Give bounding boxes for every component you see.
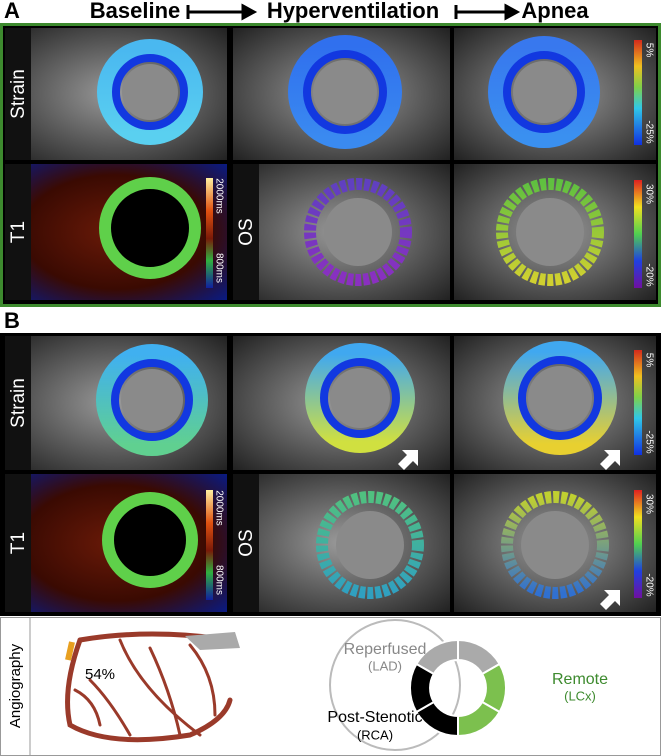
myocardium <box>288 35 402 149</box>
label-strip <box>233 164 259 300</box>
blood-pool <box>121 369 183 431</box>
inner-ring <box>503 51 585 133</box>
images <box>5 28 656 612</box>
blood-pool <box>336 511 404 579</box>
column-title: Baseline <box>90 0 181 23</box>
inner-ring <box>320 358 400 438</box>
region-artery: (LCx) <box>564 688 596 703</box>
myocardium <box>501 491 609 599</box>
column-title: Apnea <box>521 0 589 23</box>
inner-ring <box>303 50 387 134</box>
label-strip <box>5 336 31 470</box>
myocardium <box>496 178 604 286</box>
myocardium <box>488 36 600 148</box>
colorbar <box>634 40 642 145</box>
myocardium <box>304 178 412 286</box>
blood-pool <box>528 366 592 430</box>
myocardium <box>316 491 424 599</box>
column-title: Hyperventilation <box>267 0 439 23</box>
bullseye <box>409 638 507 738</box>
colorbar-min: -20% <box>643 573 654 596</box>
label-strip <box>5 28 31 160</box>
blood-pool <box>516 198 584 266</box>
arrow <box>186 3 258 21</box>
colorbar <box>206 178 213 288</box>
blood-pool <box>330 368 390 428</box>
colorbar <box>634 490 642 598</box>
colorbar-min: -25% <box>643 430 654 453</box>
colorbar-max: 2000ms <box>213 178 224 214</box>
panel-label: B <box>4 308 20 333</box>
colorbar-max: 2000ms <box>213 490 224 526</box>
inner-ring <box>111 359 193 441</box>
colorbar-max: 30% <box>643 184 654 204</box>
inner-ring <box>112 54 188 130</box>
row-label: OS <box>236 218 257 245</box>
colorbar <box>634 180 642 288</box>
region-name: Reperfused <box>344 641 427 658</box>
colorbar-min: -25% <box>643 120 654 143</box>
pointer-arrow <box>600 590 620 610</box>
label-strip <box>5 164 31 300</box>
row-label: T1 <box>8 221 29 243</box>
row-label: OS <box>236 529 257 556</box>
myocardium <box>305 343 415 453</box>
colorbar <box>634 350 642 455</box>
colorbar-max: 30% <box>643 494 654 514</box>
label-strip <box>233 474 259 612</box>
row-label: Strain <box>8 69 29 119</box>
blood-pool <box>122 64 178 120</box>
segment <box>409 662 436 714</box>
pointer-arrow <box>398 450 418 470</box>
territory-outline <box>329 619 461 751</box>
row-label: T1 <box>8 532 29 554</box>
row-label: Strain <box>8 378 29 428</box>
colorbar-min: -20% <box>643 263 654 286</box>
stenosis-region <box>185 632 240 650</box>
myocardium <box>102 492 198 588</box>
blood-pool <box>521 511 589 579</box>
inner-ring <box>518 356 602 440</box>
colorbar-min: 800ms <box>213 565 224 595</box>
arrow <box>454 3 521 21</box>
blood-pool <box>313 60 377 124</box>
panel-label: A <box>4 0 20 23</box>
pointer-arrow <box>600 450 620 470</box>
colorbar <box>206 490 213 600</box>
region-name: Remote <box>552 671 608 688</box>
region-artery: (LAD) <box>368 658 402 673</box>
colorbar-max: 5% <box>643 353 654 368</box>
myocardium <box>503 341 617 455</box>
region-artery: (RCA) <box>357 727 393 742</box>
myocardium <box>96 344 208 456</box>
region-name: Post-Stenotic <box>327 709 422 726</box>
myocardium <box>97 39 203 145</box>
colorbar-max: 5% <box>643 43 654 58</box>
blood-pool <box>324 198 392 266</box>
stenosis-label: 54% <box>85 666 115 683</box>
blood-pool <box>513 61 575 123</box>
label-strip <box>5 474 31 612</box>
row-label: Angiography <box>7 643 24 728</box>
colorbar-min: 800ms <box>213 253 224 283</box>
myocardium <box>99 177 201 279</box>
stenosis-marker <box>65 641 75 661</box>
